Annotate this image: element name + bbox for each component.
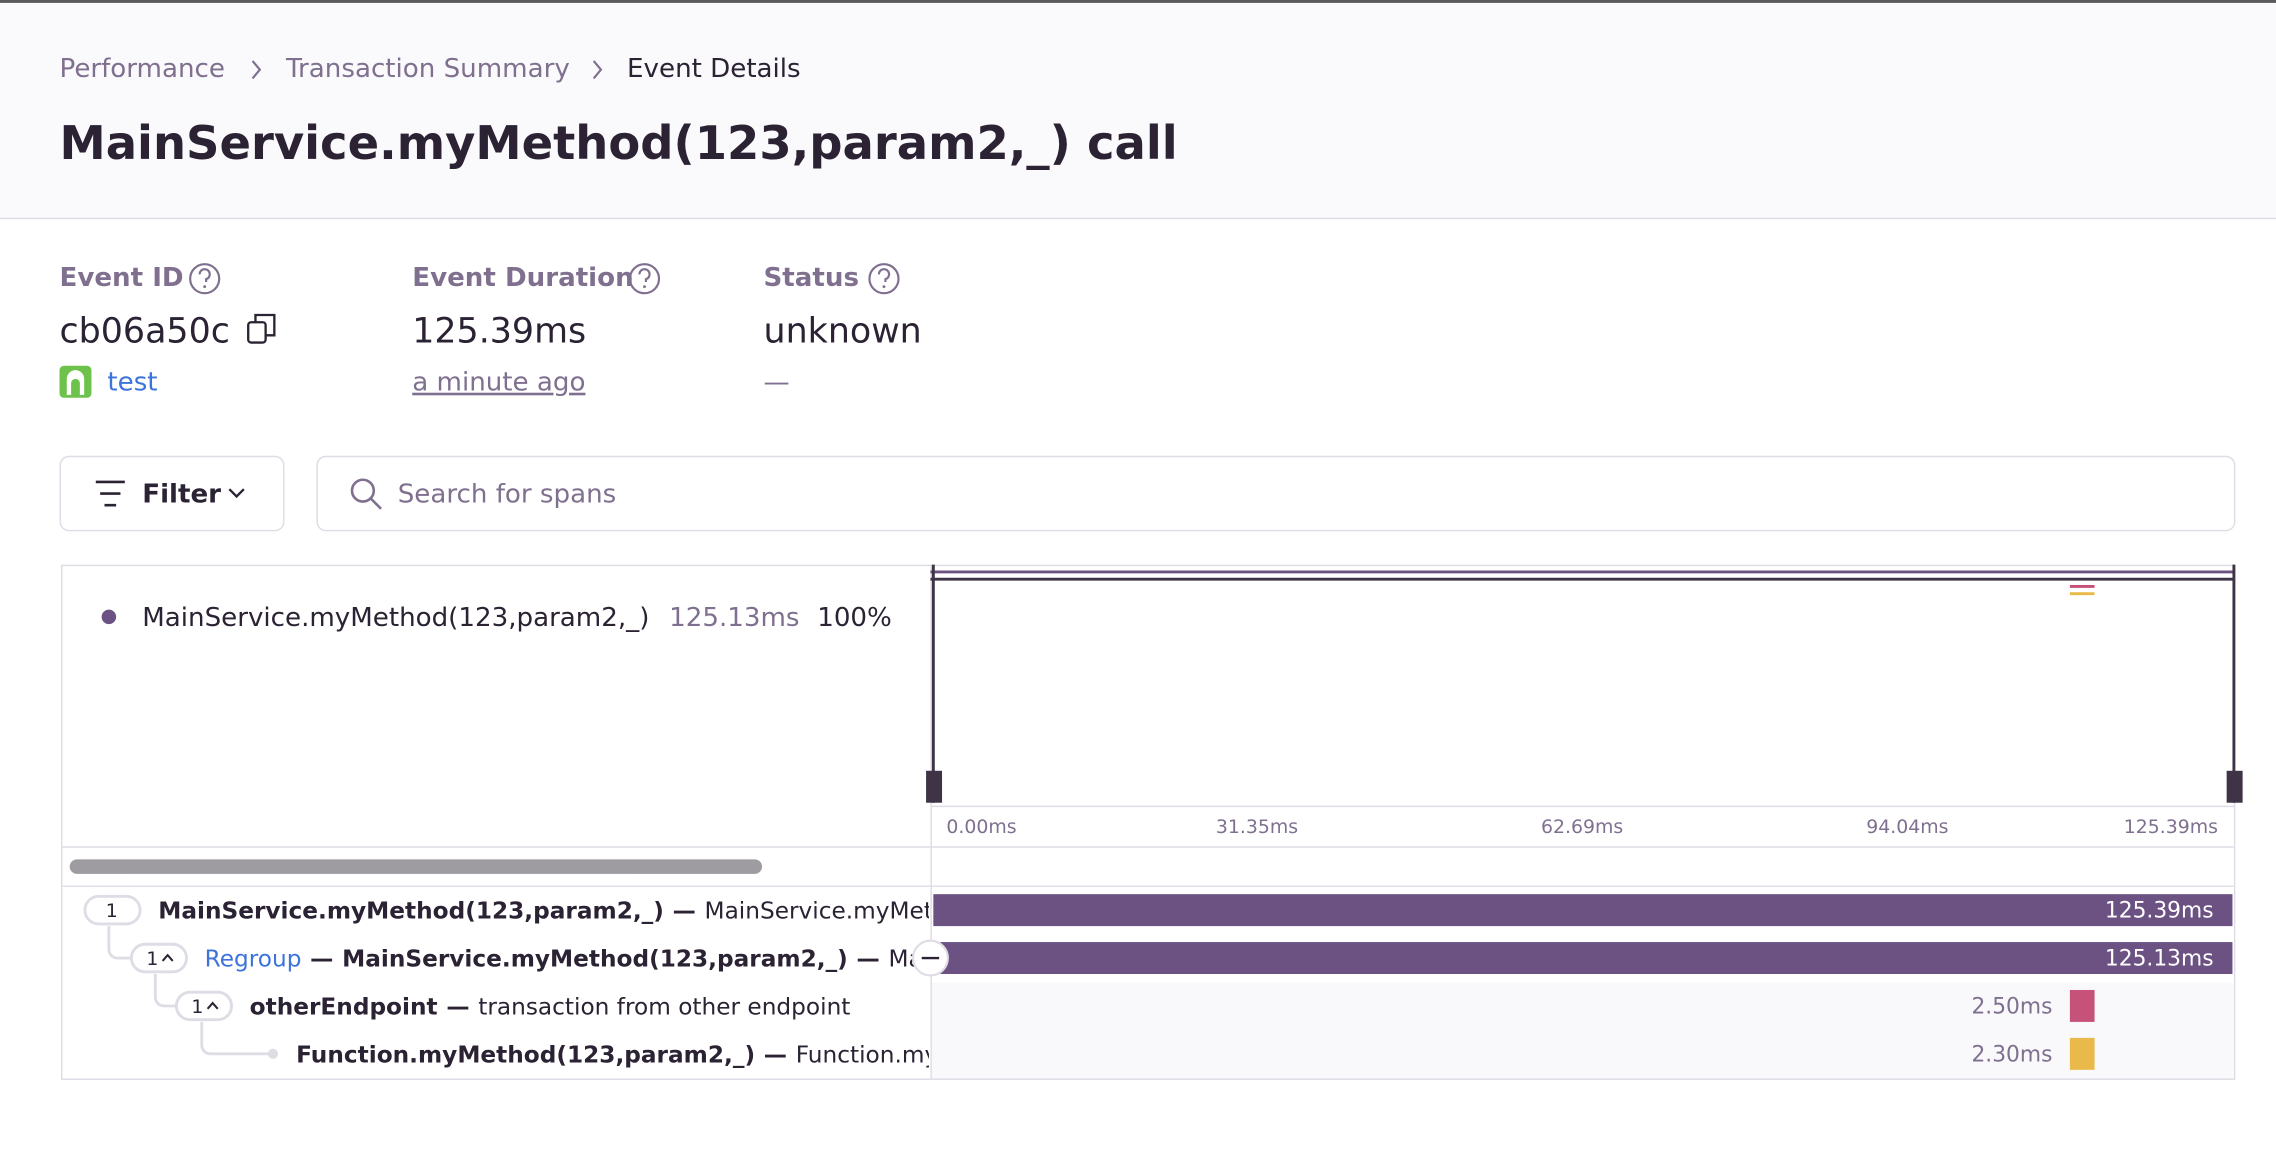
shape [882, 285, 886, 289]
count-pill[interactable] [174, 990, 233, 1022]
search-icon [350, 478, 382, 510]
page-title: MainService.myMethod(123,param2,_) call [60, 116, 1178, 170]
search-input[interactable] [316, 455, 2236, 532]
span-op: otherEndpoint [250, 993, 438, 1020]
shape [254, 313, 276, 337]
tick-label: 94.04ms [1866, 816, 1948, 838]
shape [189, 263, 221, 295]
tree-dot [267, 1048, 278, 1059]
shape [247, 321, 267, 344]
separator: — [857, 945, 880, 972]
span-duration: 125.39ms [2105, 899, 2214, 924]
breadcrumb[interactable]: Performance [60, 54, 225, 84]
span-description: Function.myMethod(123,param2,_) [796, 1041, 1205, 1068]
span-op: MainService.myMethod(123,param2,_) [342, 945, 848, 972]
filter-label: Filter [142, 479, 221, 509]
separator: — [764, 1041, 787, 1068]
meta-label: Event Duration [412, 263, 633, 293]
meta-label: Status [764, 263, 860, 293]
event-duration: 125.39ms [412, 311, 586, 351]
span-op: MainService.myMethod(123,param2,_) [158, 897, 664, 924]
span-description: MainService.myMethod(123,param2,_) [705, 897, 1156, 924]
span-bar[interactable] [933, 894, 2233, 927]
span-bar[interactable] [2069, 989, 2095, 1022]
status-value: unknown [764, 311, 922, 351]
legend-percent: 100% [817, 603, 892, 633]
separator: — [446, 993, 469, 1020]
timestamp: a minute ago [412, 368, 585, 398]
shape [198, 268, 891, 283]
scrollbar[interactable] [69, 859, 763, 874]
copy-icon[interactable] [247, 313, 276, 344]
tick-label: 0.00ms [946, 816, 1016, 838]
tick-label: 125.39ms [2124, 816, 2218, 838]
shape [628, 263, 661, 295]
collapse-chevron [161, 953, 174, 962]
legend-name: MainService.myMethod(123,param2,_) [142, 603, 649, 633]
span-count: 1 [146, 948, 158, 970]
filter-chevron [228, 488, 245, 499]
span-duration: 125.13ms [2105, 946, 2214, 971]
project-link[interactable]: test [107, 368, 157, 398]
count-pill[interactable] [129, 942, 188, 974]
shape [369, 497, 382, 510]
legend-duration: 125.13ms [669, 603, 799, 633]
shape [643, 285, 646, 289]
span-bar[interactable] [933, 942, 2233, 975]
help-icons[interactable] [189, 263, 900, 295]
header-border [0, 217, 2276, 220]
status-sub: — [764, 368, 790, 398]
count-pill[interactable] [83, 894, 142, 926]
minimap-span [2069, 592, 2095, 596]
span-count: 1 [106, 900, 118, 922]
span-bar[interactable] [2069, 1037, 2095, 1070]
event-id: cb06a50c [60, 311, 230, 351]
filter-icon [95, 480, 125, 507]
breadcrumb-chevron [592, 60, 603, 80]
span-title: MainService.myMethod(123,param2,_) — MainS… [158, 897, 1155, 924]
shape [868, 263, 900, 295]
collapse-chevron [206, 1001, 219, 1010]
meta-label: Event ID [60, 263, 184, 293]
header-bg [0, 0, 2276, 218]
help-marks [198, 268, 891, 289]
legend-dot [101, 609, 117, 625]
time-axis: 0.00ms 31.35ms 62.69ms 94.04ms 125.39ms [946, 816, 2218, 838]
span-duration: 2.50ms [1971, 994, 2052, 1019]
minimap-grip[interactable] [2226, 770, 2243, 803]
minimap-grip[interactable] [926, 770, 943, 803]
separator: — [673, 897, 696, 924]
span-count: 1 [191, 996, 203, 1018]
span-title: Regroup — MainService.myMethod(123,param2,… [205, 945, 1340, 972]
group-link[interactable]: Regroup [205, 945, 302, 972]
filter-button[interactable] [59, 455, 285, 532]
breadcrumb[interactable]: Transaction Summary [285, 54, 570, 84]
breadcrumb-current: Event Details [627, 54, 801, 84]
span-description: transaction from other endpoint [478, 993, 850, 1020]
top-border [0, 0, 2276, 3]
shape [203, 285, 207, 289]
tick-label: 62.69ms [1541, 816, 1623, 838]
search-placeholder: Search for spans [398, 479, 617, 509]
span-duration: 2.30ms [1971, 1042, 2052, 1067]
tree-connector [107, 926, 273, 1056]
shape [350, 478, 376, 503]
span-op: Function.myMethod(123,param2,_) [296, 1041, 755, 1068]
tick-label: 31.35ms [1216, 816, 1298, 838]
breadcrumb-chevron [251, 60, 262, 80]
separator: — [310, 945, 333, 972]
tree-lines [107, 926, 273, 1056]
span-rows: 1MainService.myMethod(123,param2,_)—Main… [83, 894, 2233, 1070]
minimap-span [2069, 584, 2095, 588]
span-title: Function.myMethod(123,param2,_) — Function… [296, 1041, 1204, 1068]
span-title: otherEndpoint — transaction from other end… [250, 993, 851, 1020]
row-shade [930, 982, 2234, 1079]
project-icon-glyph [66, 370, 85, 395]
